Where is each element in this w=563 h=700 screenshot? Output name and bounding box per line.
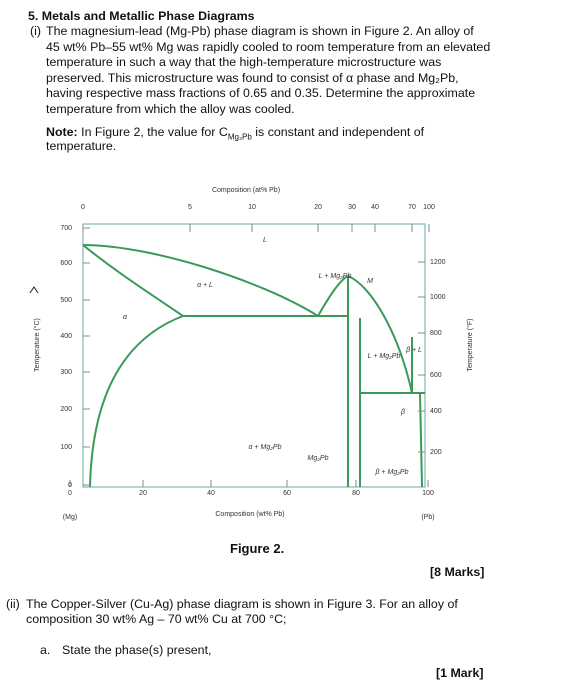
top-tick-label: 5: [188, 204, 192, 211]
right-tick-label: 800: [430, 330, 442, 337]
axis-title: Composition (at% Pb): [212, 187, 280, 194]
part-i-line: 45 wt% Pb–55 wt% Mg was rapidly cooled t…: [46, 39, 491, 54]
part-i-line: The magnesium-lead (Mg-Pb) phase diagram…: [46, 24, 474, 38]
arrow: [29, 286, 39, 294]
right-tick-label: 200: [430, 449, 442, 456]
bottom-tick-label: 20: [139, 490, 147, 497]
marks: [8 Marks]: [430, 565, 485, 579]
region-label: β + Mg₂Pb: [375, 469, 409, 476]
top-tick-label: 20: [314, 204, 322, 211]
part-i-line: temperature in such a way that the high-…: [46, 55, 442, 69]
top-tick-label: 10: [248, 204, 256, 211]
region-label: α + Mg₂Pb: [249, 444, 282, 451]
bottom-tick-label: 100: [422, 490, 434, 497]
left-tick-label: 300: [60, 369, 72, 376]
left-tick-label: 500: [60, 297, 72, 304]
region-label: L + Mg₂Pb: [319, 273, 352, 280]
region-label: β: [400, 409, 405, 416]
right-tick-label: 600: [430, 372, 442, 379]
top-tick-label: 70: [408, 204, 416, 211]
end-label: (Pb): [421, 514, 434, 521]
note: Note: In Figure 2, the value for CMg₂Pb …: [46, 125, 424, 144]
bottom-tick-label: 60: [283, 490, 291, 497]
part-label: (ii): [6, 597, 20, 611]
right-tick-label: 1200: [430, 259, 446, 266]
region-label: M: [367, 278, 373, 285]
left-tick-label: 400: [60, 333, 72, 340]
plot-frame: [82, 223, 426, 488]
heading: 5. Metals and Metallic Phase Diagrams: [28, 9, 255, 23]
part-i-line: preserved. This microstructure was found…: [46, 70, 459, 85]
top-tick-label: 40: [371, 204, 379, 211]
axis-title: Temperature (°C): [33, 318, 41, 372]
note-text: temperature.: [46, 139, 117, 153]
part-label: (i): [30, 24, 42, 38]
left-tick-label: 700: [60, 225, 72, 232]
right-tick-label: 1000: [430, 294, 446, 301]
axis-title: Temperature (°F): [466, 319, 474, 372]
note-label: Note:: [46, 125, 78, 139]
axis-title: Composition (wt% Pb): [215, 511, 284, 518]
phase-boundaries: [82, 244, 425, 488]
note-text: In Figure 2, the value for C: [81, 125, 228, 139]
top-tick-label: 100: [423, 204, 435, 211]
left-tick-label: 100: [60, 444, 72, 451]
part-ii-text: The Copper-Silver (Cu-Ag) phase diagram …: [26, 597, 458, 611]
part-i-line: temperature from which the alloy was coo…: [46, 101, 295, 116]
left-tick-label: 600: [60, 260, 72, 267]
caption: Figure 2.: [230, 541, 285, 556]
sub-label: a.: [40, 643, 51, 657]
sub-text: State the phase(s) present,: [62, 643, 212, 657]
marks: [1 Mark]: [436, 666, 484, 680]
right-tick-label: 400: [430, 408, 442, 415]
note-text: is constant and independent of: [255, 125, 425, 139]
bottom-tick-label: 80: [352, 490, 360, 497]
part-i-line: having respective mass fractions of 0.65…: [46, 86, 476, 100]
region-label: Mg₂Pb: [308, 455, 329, 462]
top-tick-label: 0: [81, 204, 85, 211]
bottom-tick-label: 40: [207, 490, 215, 497]
region-label: α: [123, 314, 128, 321]
left-tick-label: 200: [60, 406, 72, 413]
top-tick-label: 30: [348, 204, 356, 211]
region-label: α + L: [197, 282, 213, 289]
end-label: (Mg): [63, 514, 77, 521]
region-label: L + Mg₂Pb: [368, 353, 401, 360]
figure: Composition (at% Pb) Composition (wt% Pb)…: [29, 187, 474, 521]
bottom-tick-label: 0: [68, 490, 72, 497]
note-sub: Mg₂Pb: [227, 132, 252, 142]
part-ii-text: composition 30 wt% Ag – 70 wt% Cu at 700…: [26, 612, 287, 626]
region-label: β + L: [405, 347, 422, 354]
region-label: L: [263, 237, 267, 244]
left-tick-label: 0: [68, 482, 72, 489]
